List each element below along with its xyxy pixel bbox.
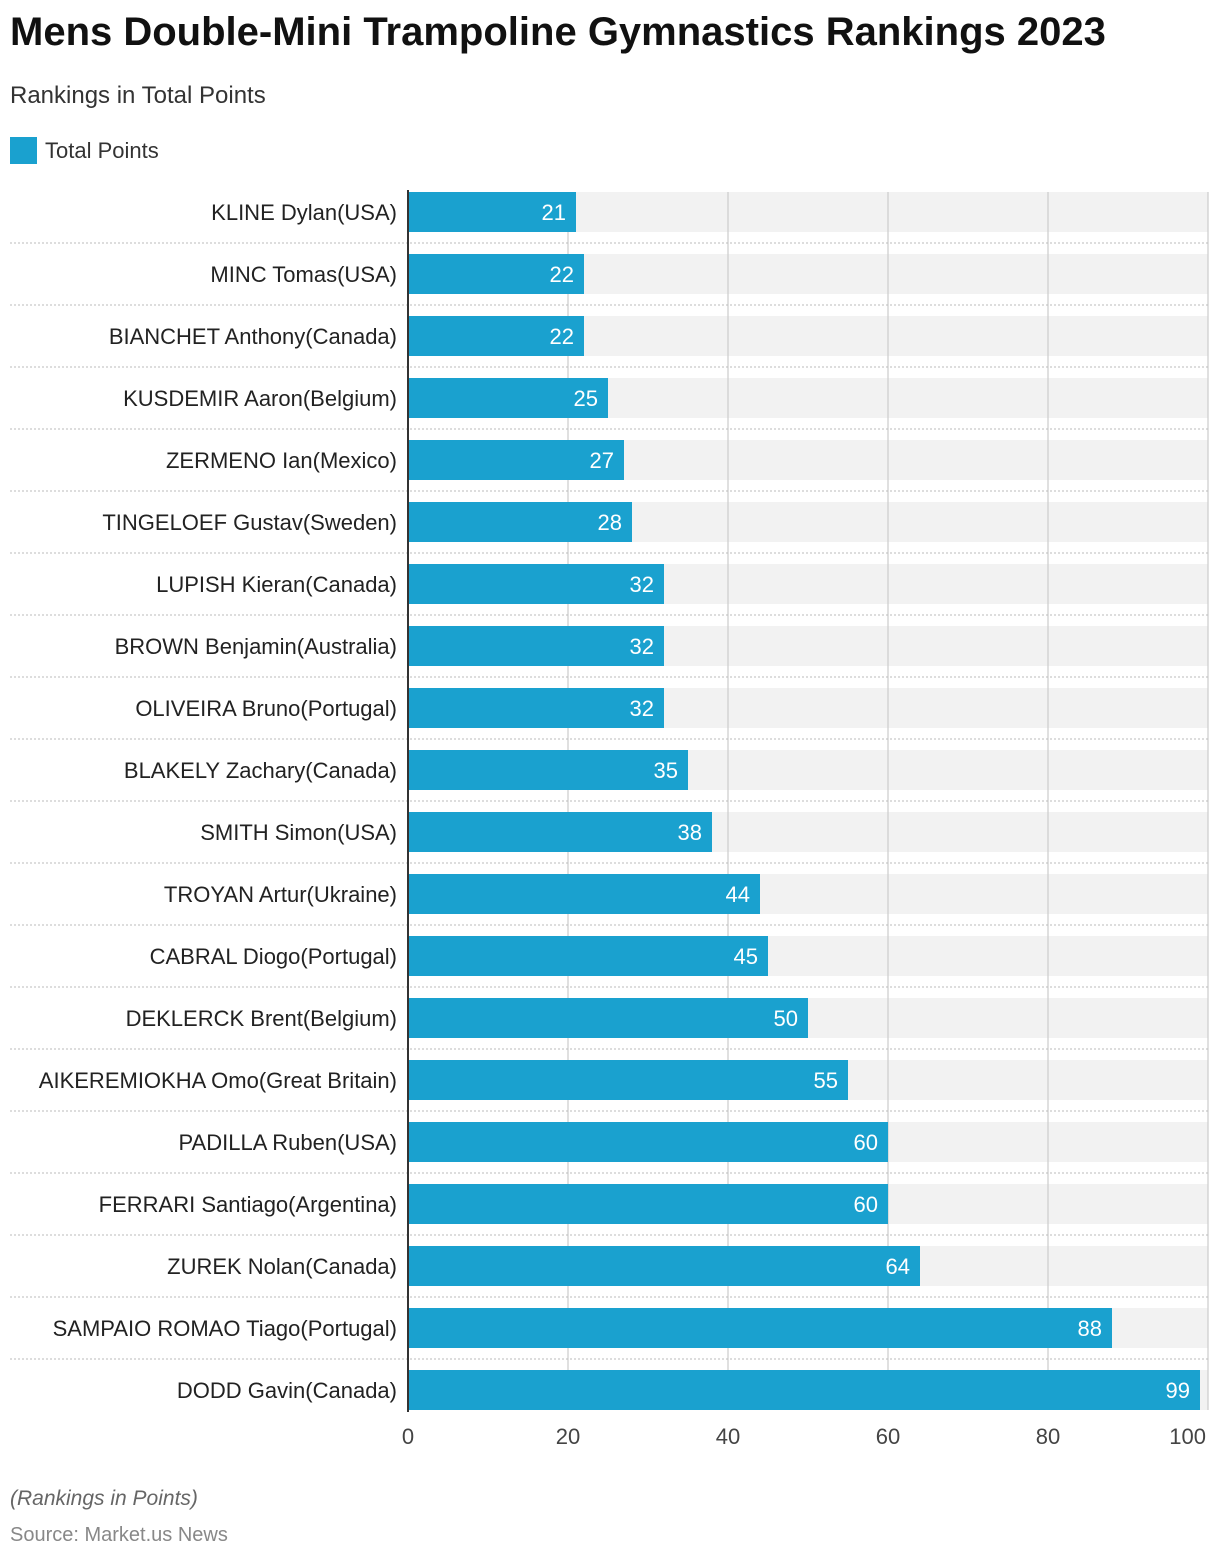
chart-title: Mens Double-Mini Trampoline Gymnastics R… xyxy=(10,10,1106,54)
bar xyxy=(408,1370,1200,1410)
bar xyxy=(408,316,584,356)
bar xyxy=(408,1184,888,1224)
bar xyxy=(408,564,664,604)
x-tick-label: 20 xyxy=(556,1424,580,1449)
value-label: 28 xyxy=(598,510,622,535)
bar xyxy=(408,812,712,852)
category-label: SMITH Simon(USA) xyxy=(200,820,397,845)
bar xyxy=(408,1246,920,1286)
bar xyxy=(408,998,808,1038)
bar xyxy=(408,254,584,294)
bar xyxy=(408,192,576,232)
x-tick-label: 100 xyxy=(1169,1424,1206,1449)
bar xyxy=(408,378,608,418)
value-label: 32 xyxy=(630,696,654,721)
category-label: KLINE Dylan(USA) xyxy=(211,200,397,225)
bar xyxy=(408,750,688,790)
value-label: 60 xyxy=(854,1130,878,1155)
legend-swatch xyxy=(10,137,37,164)
value-label: 21 xyxy=(542,200,566,225)
category-label: OLIVEIRA Bruno(Portugal) xyxy=(135,696,397,721)
category-label: ZUREK Nolan(Canada) xyxy=(167,1254,397,1279)
value-label: 32 xyxy=(630,634,654,659)
value-label: 22 xyxy=(550,262,574,287)
category-label: AIKEREMIOKHA Omo(Great Britain) xyxy=(39,1068,397,1093)
category-label: BLAKELY Zachary(Canada) xyxy=(124,758,397,783)
category-label: BIANCHET Anthony(Canada) xyxy=(109,324,397,349)
value-label: 35 xyxy=(654,758,678,783)
bar xyxy=(408,502,632,542)
category-label: LUPISH Kieran(Canada) xyxy=(156,572,397,597)
bar xyxy=(408,1122,888,1162)
bar xyxy=(408,1060,848,1100)
footer-source: Source: Market.us News xyxy=(10,1524,228,1546)
bar xyxy=(408,626,664,666)
category-label: DEKLERCK Brent(Belgium) xyxy=(126,1006,397,1031)
value-label: 88 xyxy=(1078,1316,1102,1341)
category-label: ZERMENO Ian(Mexico) xyxy=(166,448,397,473)
value-label: 25 xyxy=(574,386,598,411)
bar xyxy=(408,1308,1112,1348)
legend: Total Points xyxy=(10,137,159,164)
category-label: CABRAL Diogo(Portugal) xyxy=(150,944,397,969)
category-label: FERRARI Santiago(Argentina) xyxy=(99,1192,397,1217)
value-label: 45 xyxy=(734,944,758,969)
category-label: KUSDEMIR Aaron(Belgium) xyxy=(123,386,397,411)
category-label: BROWN Benjamin(Australia) xyxy=(115,634,397,659)
category-label: PADILLA Ruben(USA) xyxy=(179,1130,397,1155)
value-label: 38 xyxy=(678,820,702,845)
value-label: 44 xyxy=(726,882,750,907)
legend-label: Total Points xyxy=(45,137,159,163)
category-label: TINGELOEF Gustav(Sweden) xyxy=(102,510,397,535)
footer-note: (Rankings in Points) xyxy=(10,1487,198,1510)
value-label: 55 xyxy=(814,1068,838,1093)
category-label: DODD Gavin(Canada) xyxy=(177,1378,397,1403)
value-label: 50 xyxy=(774,1006,798,1031)
value-label: 22 xyxy=(550,324,574,349)
x-tick-label: 80 xyxy=(1036,1424,1060,1449)
chart-subtitle: Rankings in Total Points xyxy=(10,82,266,109)
value-label: 99 xyxy=(1166,1378,1190,1403)
x-tick-label: 40 xyxy=(716,1424,740,1449)
category-label: MINC Tomas(USA) xyxy=(210,262,397,287)
value-label: 27 xyxy=(590,448,614,473)
bar-chart: KLINE Dylan(USA) 21 MINC Tomas(USA) 22 BIANC… xyxy=(10,190,1209,1449)
bar xyxy=(408,688,664,728)
x-tick-label: 0 xyxy=(402,1424,414,1449)
bar xyxy=(408,936,768,976)
value-label: 32 xyxy=(630,572,654,597)
category-label: SAMPAIO ROMAO Tiago(Portugal) xyxy=(53,1316,397,1341)
value-label: 60 xyxy=(854,1192,878,1217)
bar xyxy=(408,874,760,914)
bar xyxy=(408,440,624,480)
x-tick-label: 60 xyxy=(876,1424,900,1449)
category-label: TROYAN Artur(Ukraine) xyxy=(164,882,397,907)
value-label: 64 xyxy=(886,1254,910,1279)
